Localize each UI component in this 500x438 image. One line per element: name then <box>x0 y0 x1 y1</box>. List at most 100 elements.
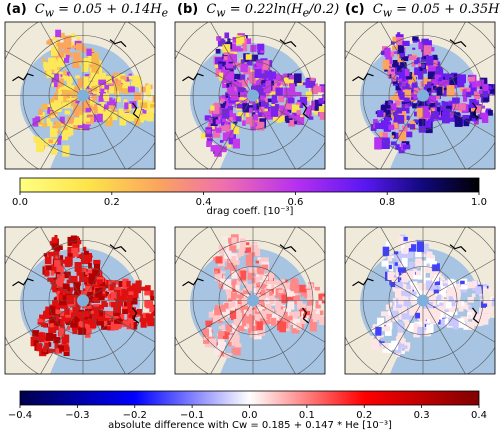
ice-cell <box>402 248 408 254</box>
ice-cell <box>113 312 120 320</box>
ice-cell <box>264 92 270 96</box>
ice-cell <box>305 91 312 97</box>
ice-cell <box>384 343 392 354</box>
ice-cell <box>145 313 154 320</box>
ice-cell <box>140 318 147 328</box>
ice-cell <box>91 66 99 74</box>
ice-cell <box>426 55 434 66</box>
ice-cell <box>256 63 265 74</box>
ice-cell <box>460 284 468 290</box>
ice-cell <box>414 120 420 123</box>
ice-cell <box>249 107 253 113</box>
ice-cell <box>215 305 218 310</box>
colorbar-tick-label: 1.0 <box>471 197 487 208</box>
ice-cell <box>302 82 308 86</box>
ice-cell <box>129 285 136 290</box>
ice-cell <box>63 271 71 279</box>
ice-cell <box>277 113 282 118</box>
ice-cell <box>254 304 259 311</box>
ice-cell <box>218 280 225 290</box>
ice-cell <box>105 115 113 127</box>
ice-cell <box>390 115 395 121</box>
ice-cell <box>83 312 90 317</box>
colorbar-tick-label: −0.1 <box>180 410 204 421</box>
ice-cell <box>480 112 488 118</box>
ice-cell <box>469 83 473 87</box>
ice-cell <box>221 236 227 240</box>
ice-cell <box>397 236 404 245</box>
ice-cell <box>382 326 390 332</box>
ice-cell <box>262 60 270 70</box>
ice-cell <box>62 127 66 131</box>
ice-cell <box>441 288 447 293</box>
ice-cell <box>73 242 80 247</box>
ice-cell <box>466 304 471 311</box>
ice-cell <box>63 70 67 76</box>
ice-cell <box>315 314 321 321</box>
ice-cell <box>445 312 453 318</box>
ice-cell <box>281 294 289 304</box>
ice-cell <box>446 85 455 97</box>
ice-cell <box>281 285 289 293</box>
ice-cell <box>396 277 400 283</box>
ice-cell <box>318 299 322 305</box>
ice-cell <box>62 134 68 139</box>
ice-cell <box>32 330 40 337</box>
ice-cell <box>426 324 434 333</box>
ice-cell <box>215 119 221 125</box>
ice-cell <box>297 301 303 309</box>
colorbar-tick-label: 0.3 <box>414 410 430 421</box>
ice-cell <box>225 302 232 309</box>
ice-cell <box>213 315 219 323</box>
ice-cell <box>449 308 454 311</box>
ice-cell <box>45 306 51 312</box>
ice-cell <box>391 69 395 72</box>
ice-cell <box>440 76 448 82</box>
ice-cell <box>66 322 71 326</box>
ice-cell <box>391 131 396 138</box>
ice-cell <box>464 87 471 92</box>
ice-cell <box>316 308 320 314</box>
ice-cell <box>468 305 472 311</box>
ice-cell <box>53 126 58 132</box>
ice-cell <box>85 107 91 113</box>
ice-cell <box>434 74 439 80</box>
ice-cell <box>413 274 418 280</box>
ice-cell <box>393 251 401 260</box>
ice-cell <box>395 144 400 150</box>
ice-cell <box>471 82 477 88</box>
ice-cell <box>73 52 81 60</box>
ice-cell <box>248 267 255 273</box>
ice-cell <box>51 73 60 83</box>
ice-cell <box>254 69 262 79</box>
ice-cell <box>442 111 450 124</box>
ice-cell <box>475 311 479 314</box>
ice-cell <box>394 262 398 266</box>
ice-cell <box>139 286 146 291</box>
ice-cell <box>480 301 488 308</box>
ice-cell <box>245 112 250 117</box>
ice-cell <box>35 116 41 123</box>
ice-cell <box>222 117 226 122</box>
ice-cell <box>63 35 72 48</box>
ice-cell <box>460 316 469 322</box>
ice-cell <box>121 76 130 89</box>
ice-cell <box>406 284 411 291</box>
ice-cell <box>241 313 247 321</box>
ice-cell <box>401 290 408 296</box>
ice-cell <box>319 310 324 316</box>
ice-cell <box>134 92 142 101</box>
ice-cell <box>103 279 112 286</box>
ice-cell <box>302 303 306 309</box>
ice-cell <box>281 289 288 299</box>
panel-b-title: (b) Cw = 0.22ln(He/0.2) <box>177 2 339 20</box>
ice-cell <box>407 323 415 333</box>
ice-cell <box>413 87 422 95</box>
map-frame <box>4 226 156 375</box>
ice-cell <box>122 320 130 327</box>
ice-cell <box>115 295 123 307</box>
ice-cell <box>84 250 89 255</box>
ice-cell <box>415 270 421 276</box>
ice-cell <box>275 87 283 96</box>
ice-cell <box>271 313 280 321</box>
